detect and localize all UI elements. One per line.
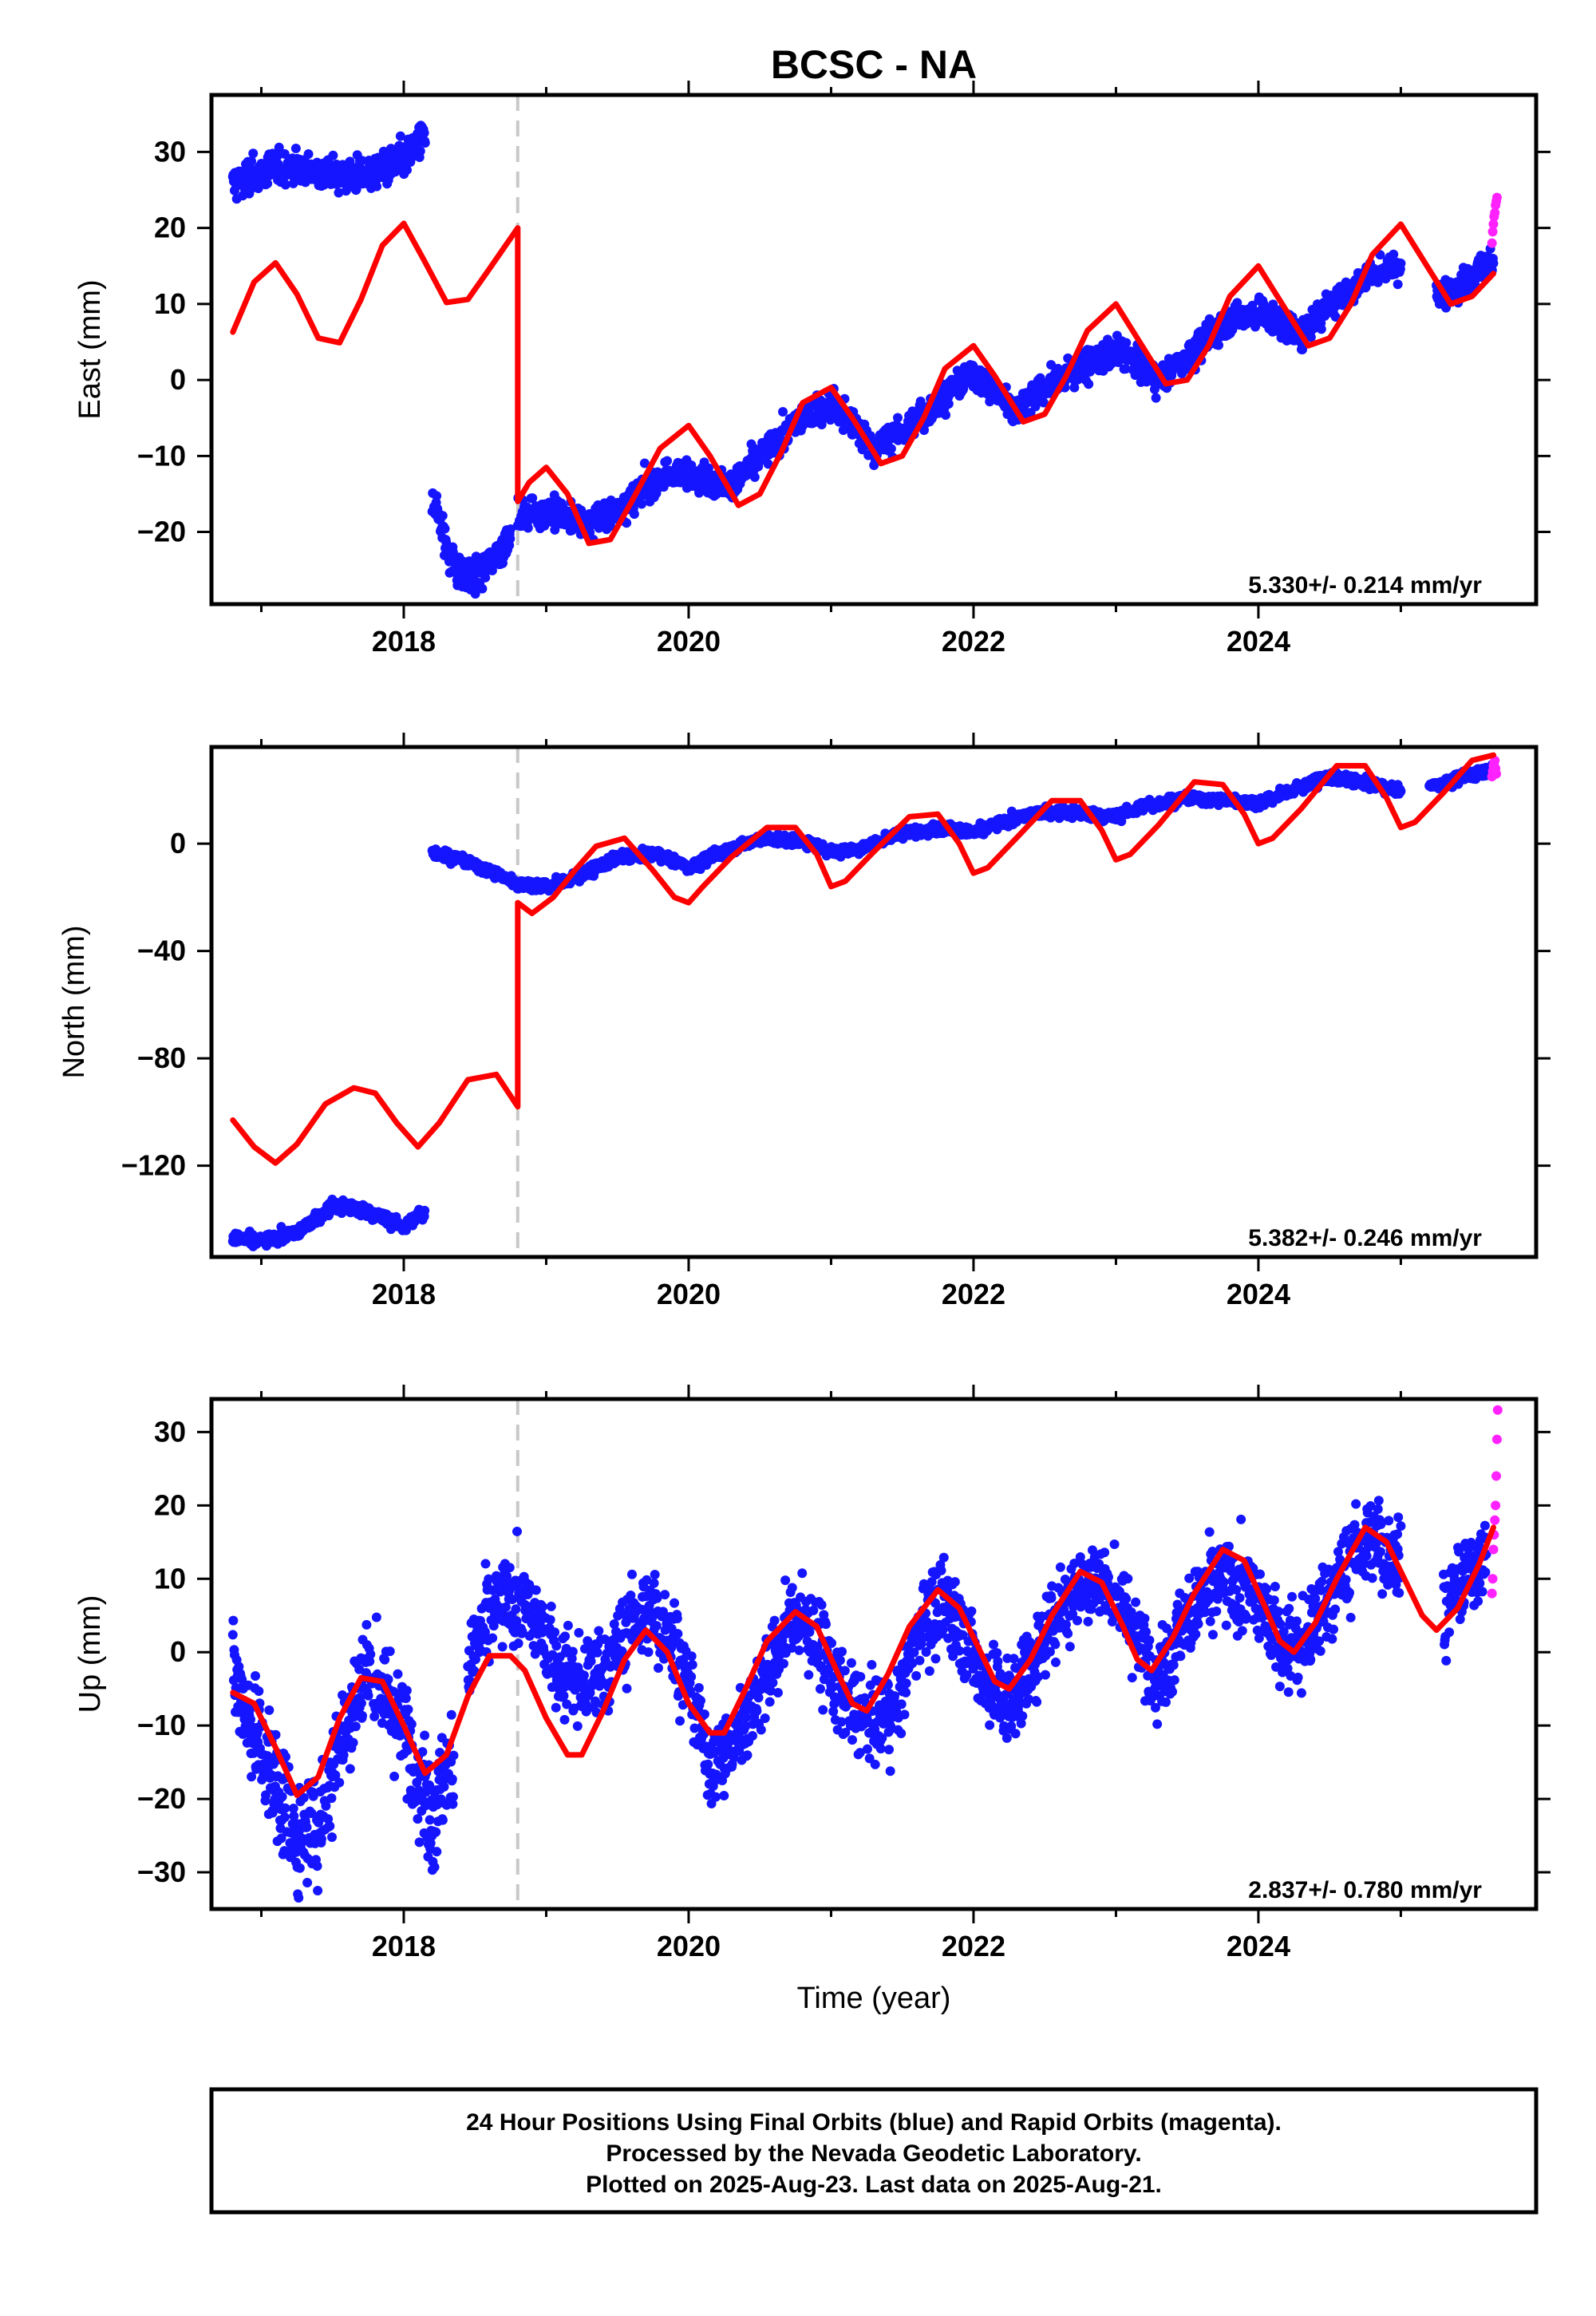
final-orbit-point	[1316, 324, 1326, 334]
final-orbit-point	[639, 458, 650, 468]
final-orbit-point	[279, 148, 290, 159]
final-orbit-point	[274, 142, 284, 152]
x-tick-label: 2022	[942, 1278, 1005, 1310]
final-orbit-point	[629, 509, 639, 520]
final-orbit-point	[415, 146, 425, 156]
final-orbit-point	[247, 156, 257, 167]
final-orbit-point	[401, 164, 412, 175]
final-orbit-point	[505, 533, 516, 543]
final-orbit-point	[372, 181, 382, 192]
final-orbit-point	[420, 138, 430, 148]
final-orbit-point	[280, 180, 290, 190]
panel-frame	[209, 93, 1539, 607]
final-orbit-point	[395, 131, 405, 141]
y-axis-label: East (mm)	[73, 279, 107, 419]
x-tick-label: 2022	[942, 625, 1005, 658]
final-orbit-point	[527, 493, 538, 504]
final-orbit-point	[1035, 373, 1045, 383]
final-orbit-point	[1214, 340, 1224, 350]
final-orbit-point	[1396, 786, 1406, 796]
final-orbit-point	[357, 156, 367, 166]
final-orbit-point	[523, 523, 533, 533]
final-orbit-point	[419, 128, 429, 138]
final-orbit-point	[1298, 345, 1308, 355]
final-orbit-point	[272, 151, 282, 161]
x-tick-label: 2020	[657, 1278, 721, 1310]
x-tick-label: 2018	[372, 1278, 436, 1310]
final-orbits-series	[227, 121, 1499, 599]
final-orbit-point	[253, 184, 263, 194]
x-tick-label: 2018	[372, 625, 436, 658]
y-tick-label: −20	[137, 516, 186, 548]
y-tick-label: −80	[137, 1041, 186, 1074]
final-orbit-point	[662, 456, 673, 466]
final-orbit-point	[778, 406, 788, 417]
final-orbit-point	[420, 1205, 430, 1215]
final-orbit-point	[432, 491, 442, 501]
final-orbit-point	[505, 524, 516, 534]
final-orbit-point	[1121, 338, 1132, 348]
final-orbit-point	[1393, 279, 1403, 290]
rapid-orbit-point	[1487, 238, 1497, 248]
final-orbit-point	[470, 589, 480, 599]
east-panel: 2018 2020 2022 2024 −20 −10 0 10 20 30 East (mm) 5.…	[73, 81, 1551, 658]
final-orbit-point	[1488, 258, 1499, 268]
plot-area	[227, 95, 1502, 604]
final-orbit-point	[477, 583, 488, 594]
final-orbit-point	[892, 413, 903, 423]
final-orbit-point	[886, 444, 896, 454]
final-orbit-point	[1151, 393, 1161, 403]
model-fit-line	[230, 220, 1496, 547]
final-orbit-point	[1396, 258, 1406, 268]
y-axis-label: North (mm)	[57, 925, 91, 1078]
x-tick-label: 2024	[1227, 1278, 1290, 1310]
final-orbit-point	[1120, 364, 1131, 374]
final-orbit-point	[749, 472, 760, 482]
final-orbit-point	[1306, 332, 1316, 342]
y-tick-label: −40	[137, 935, 186, 967]
final-orbit-point	[334, 188, 344, 198]
y-tick-label: 20	[154, 211, 186, 244]
plot-area	[227, 747, 1502, 1257]
y-tick-label: 0	[170, 363, 186, 396]
final-orbit-point	[263, 178, 273, 188]
rapid-orbits-series	[1487, 192, 1502, 248]
final-orbits-series	[227, 760, 1499, 1251]
final-orbit-point	[637, 499, 647, 509]
rapid-orbit-point	[1490, 207, 1500, 218]
rapid-orbit-point	[1488, 219, 1499, 229]
final-orbit-point	[1038, 397, 1049, 408]
rapid-orbit-point	[1491, 192, 1502, 203]
rapid-orbit-point	[1487, 227, 1498, 237]
final-orbit-point	[290, 144, 301, 154]
final-orbit-point	[941, 409, 951, 420]
final-orbit-point	[440, 524, 450, 534]
final-orbit-point	[943, 398, 954, 409]
y-tick-label: 10	[154, 287, 186, 320]
velocity-rate-label: 5.330+/- 0.214 mm/yr	[1248, 572, 1482, 599]
figure-title: BCSC - NA	[771, 42, 977, 87]
final-orbit-point	[1084, 379, 1094, 389]
final-orbit-point	[328, 150, 338, 160]
final-orbit-point	[1069, 382, 1080, 393]
final-orbit-point	[763, 459, 773, 469]
final-orbit-point	[1361, 282, 1371, 292]
y-tick-label: 0	[170, 827, 186, 860]
y-tick-label: 30	[154, 135, 186, 168]
final-orbit-point	[1330, 312, 1341, 322]
y-tick-label: −120	[121, 1149, 186, 1182]
final-orbit-point	[351, 184, 361, 195]
y-tick-label: −10	[137, 439, 186, 472]
final-orbit-point	[1389, 249, 1399, 259]
final-orbit-point	[1227, 325, 1238, 335]
x-tick-label: 2020	[657, 625, 721, 658]
final-orbit-point	[437, 511, 448, 521]
x-tick-label: 2024	[1227, 625, 1290, 658]
final-orbit-point	[248, 148, 259, 159]
final-orbit-point	[303, 149, 314, 160]
